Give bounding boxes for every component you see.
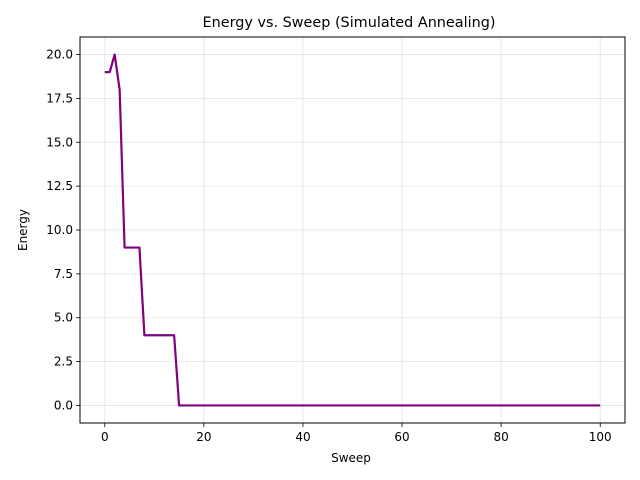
grid [80,37,625,423]
y-tick-label: 17.5 [46,91,73,105]
x-tick-label: 60 [394,430,409,444]
y-tick-label: 10.0 [46,223,73,237]
chart-title: Energy vs. Sweep (Simulated Annealing) [203,15,496,31]
y-axis-ticks: 0.0 2.5 5.0 7.5 10.0 12.5 15.0 17.5 20.0 [46,48,80,412]
x-tick-label: 80 [493,430,508,444]
y-axis-label: Energy [16,209,30,251]
y-tick-label: 12.5 [46,179,73,193]
y-tick-label: 20.0 [46,48,73,62]
x-axis-ticks: 0 20 40 60 80 100 [101,423,612,444]
y-tick-label: 7.5 [54,267,73,281]
x-tick-label: 40 [295,430,310,444]
x-axis-label: Sweep [331,451,371,465]
y-tick-label: 2.5 [54,355,73,369]
y-tick-label: 15.0 [46,135,73,149]
y-tick-label: 5.0 [54,311,73,325]
x-tick-label: 0 [101,430,109,444]
series-layer [104,53,601,407]
x-tick-label: 20 [196,430,211,444]
energy-series-line [104,53,601,407]
x-tick-label: 100 [589,430,612,444]
y-tick-label: 0.0 [54,398,73,412]
